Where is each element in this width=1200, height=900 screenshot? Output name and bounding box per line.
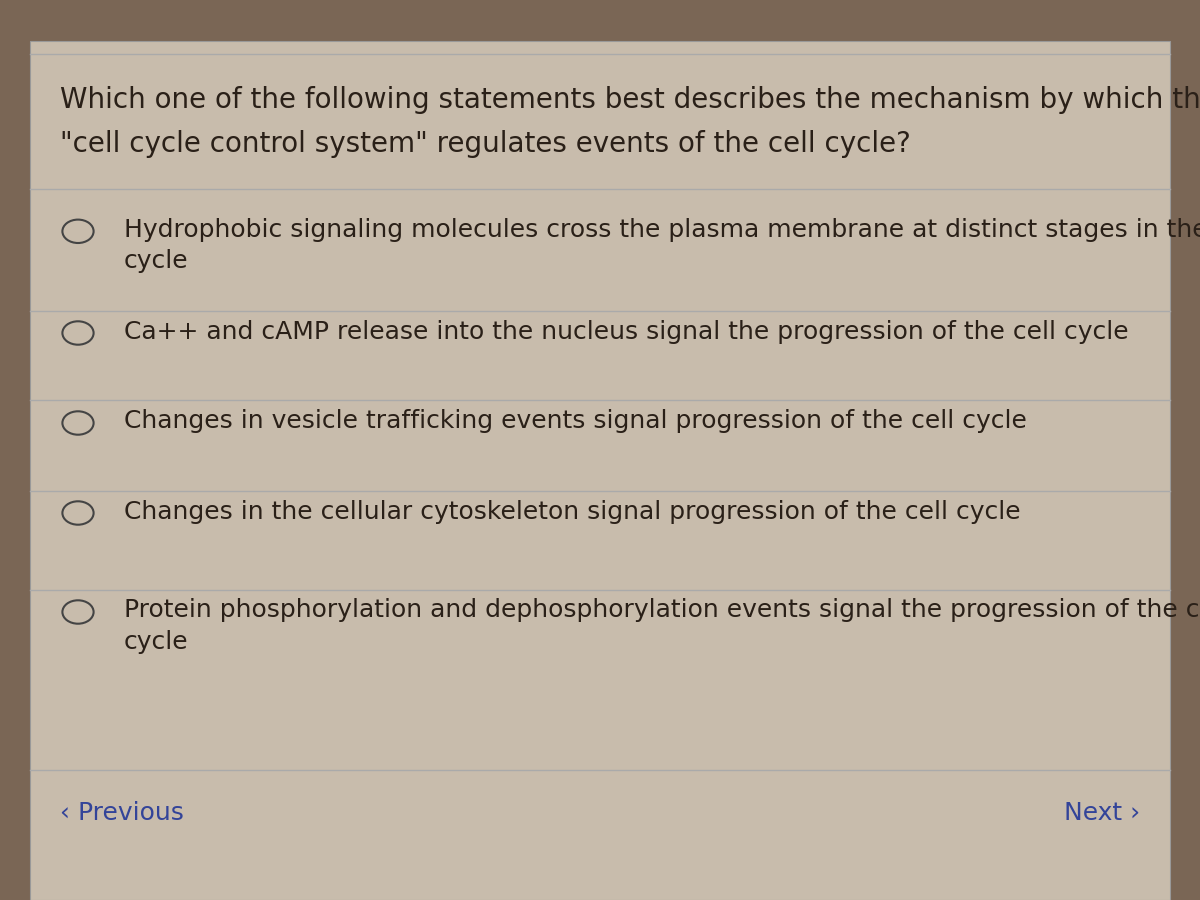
Text: Changes in the cellular cytoskeleton signal progression of the cell cycle: Changes in the cellular cytoskeleton sig… [124, 500, 1020, 524]
Text: Ca++ and cAMP release into the nucleus signal the progression of the cell cycle: Ca++ and cAMP release into the nucleus s… [124, 320, 1128, 344]
FancyBboxPatch shape [30, 40, 1170, 900]
Text: Changes in vesicle trafficking events signal progression of the cell cycle: Changes in vesicle trafficking events si… [124, 410, 1026, 434]
Text: Which one of the following statements best describes the mechanism by which the: Which one of the following statements be… [60, 86, 1200, 113]
Text: "cell cycle control system" regulates events of the cell cycle?: "cell cycle control system" regulates ev… [60, 130, 911, 158]
Text: Hydrophobic signaling molecules cross the plasma membrane at distinct stages in : Hydrophobic signaling molecules cross th… [124, 218, 1200, 274]
Text: ‹ Previous: ‹ Previous [60, 801, 184, 825]
Text: Next ›: Next › [1064, 801, 1140, 825]
Text: Protein phosphorylation and dephosphorylation events signal the progression of t: Protein phosphorylation and dephosphoryl… [124, 598, 1200, 654]
